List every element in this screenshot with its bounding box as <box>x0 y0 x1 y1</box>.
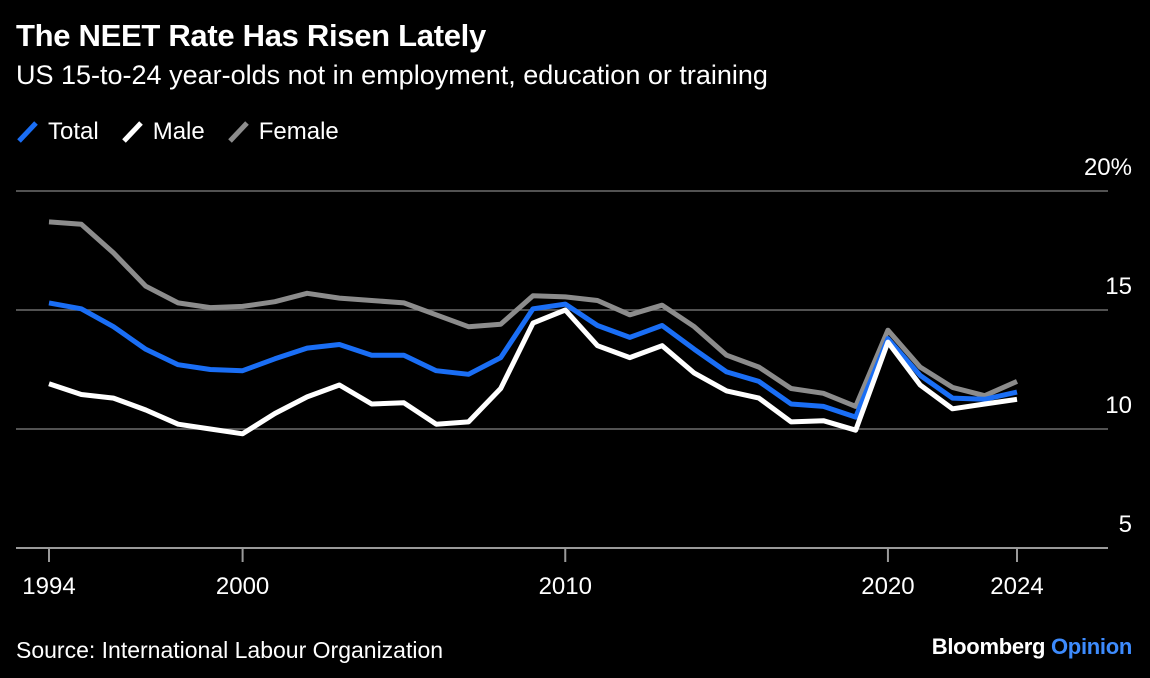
y-axis: 5 10 15 20% <box>1084 154 1132 538</box>
y-tick-label: 15 <box>1105 273 1132 300</box>
legend-label-male: Male <box>152 118 205 145</box>
source-note: Source: International Labour Organizatio… <box>16 637 444 663</box>
series-line-female <box>48 219 1019 409</box>
legend-label-total: Total <box>48 118 99 145</box>
x-tick-label: 2010 <box>539 573 592 600</box>
x-tick-label: 2024 <box>990 573 1043 600</box>
x-axis: 1994 2000 2010 2020 2024 <box>22 548 1044 600</box>
x-tick-label: 2020 <box>861 573 914 600</box>
x-tick-label: 2000 <box>216 573 269 600</box>
brand-bloomberg: Bloomberg <box>931 634 1046 659</box>
series-line-total <box>48 300 1018 420</box>
legend-swatch-male-icon <box>121 121 143 143</box>
legend-swatch-female-icon <box>227 121 249 143</box>
chart-title: The NEET Rate Has Risen Lately <box>16 18 486 53</box>
y-tick-label: 5 <box>1119 511 1132 538</box>
brand-opinion: Opinion <box>1051 634 1132 659</box>
series-lines <box>48 219 1019 437</box>
x-tick-label: 1994 <box>22 573 75 600</box>
y-tick-label: 20% <box>1084 154 1132 181</box>
series-line-male <box>48 307 1018 437</box>
gridlines <box>16 190 1108 549</box>
legend-item-male: Male <box>121 118 205 146</box>
legend-swatch-total-icon <box>17 121 38 143</box>
legend-label-female: Female <box>258 118 339 145</box>
y-tick-label: 10 <box>1105 392 1132 419</box>
legend-item-female: Female <box>227 118 339 146</box>
brand-logo: Bloomberg Opinion <box>931 634 1133 660</box>
legend: Total Male Female <box>16 118 339 146</box>
chart-subtitle: US 15-to-24 year-olds not in employment,… <box>16 60 768 90</box>
legend-item-total: Total <box>16 118 99 146</box>
